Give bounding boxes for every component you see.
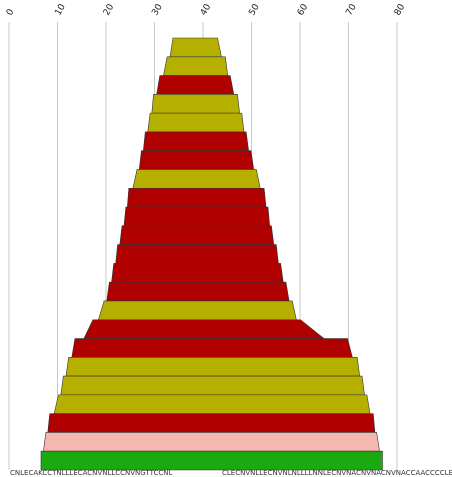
- bar-14: [106, 281, 290, 302]
- bar-19: [60, 375, 365, 396]
- bar-9: [127, 187, 267, 208]
- bar-15: [98, 300, 297, 321]
- bar-12: [115, 244, 279, 264]
- bar-2: [163, 56, 229, 76]
- x-tick-label-40: 40: [199, 2, 214, 17]
- bar-21: [47, 413, 376, 433]
- bar-7: [138, 150, 255, 170]
- bar-22: [43, 432, 380, 452]
- bar-10: [123, 206, 271, 227]
- bar-3: [156, 75, 235, 95]
- x-tick-label-60: 60: [296, 2, 311, 17]
- bar-17: [71, 338, 353, 358]
- x-tick-label-10: 10: [53, 2, 68, 17]
- bar-23: [40, 450, 383, 471]
- x-tick-label-50: 50: [247, 2, 262, 17]
- bar-8: [132, 169, 261, 189]
- tick-label-layer: 0 10 20 30 40 50 60 70 80: [5, 2, 408, 17]
- bar-4: [151, 94, 240, 114]
- bar-11: [119, 225, 275, 245]
- bar-layer: [40, 37, 383, 471]
- bar-20: [53, 394, 371, 414]
- x-tick-label-30: 30: [150, 2, 165, 17]
- bar-6: [143, 131, 249, 151]
- x-tick-label-0: 0: [5, 7, 17, 17]
- bar-13: [111, 263, 284, 283]
- bar-16: [83, 319, 325, 339]
- bar-1: [169, 37, 222, 58]
- x-tick-label-80: 80: [393, 2, 408, 17]
- x-tick-label-20: 20: [102, 2, 117, 17]
- bar-18: [65, 357, 360, 377]
- x-tick-label-70: 70: [344, 2, 359, 17]
- bar-5: [147, 112, 245, 133]
